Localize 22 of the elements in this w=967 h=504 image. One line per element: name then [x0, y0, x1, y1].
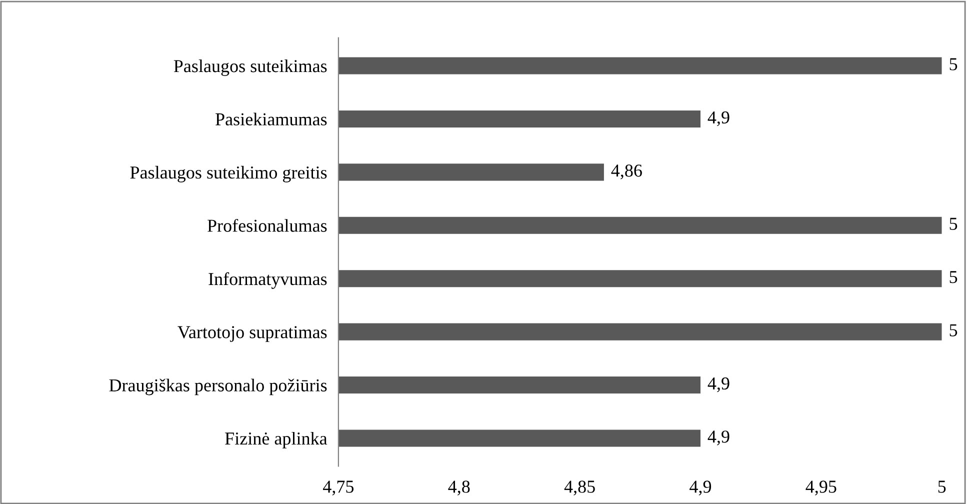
y-tick-label: Draugiškas personalo požiūris: [109, 378, 327, 396]
data-label: 5: [950, 218, 958, 230]
x-tick-label: 5: [938, 480, 946, 493]
y-tick-label: Paslaugos suteikimas: [174, 60, 327, 76]
y-tick-label: Profesionalumas: [208, 218, 327, 232]
data-label: 4,9: [708, 111, 730, 126]
x-tick-label: 4,95: [806, 480, 836, 496]
data-label: 4,9: [708, 377, 730, 392]
y-tick-label: Pasiekiamumas: [216, 112, 327, 126]
y-tick-label: Informatyvumas: [208, 272, 327, 289]
data-label: 5: [950, 271, 958, 284]
y-tick-label: Vartotojo supratimas: [178, 326, 327, 342]
data-label: 4,86: [611, 164, 642, 180]
x-tick-label: 4,8: [448, 480, 470, 496]
data-label: 5: [950, 58, 958, 70]
x-tick-label: 4,75: [323, 480, 354, 496]
y-tick-label: Paslaugos suteikimo greitis: [130, 166, 327, 182]
data-label: 5: [950, 324, 958, 336]
data-label: 4,9: [708, 430, 730, 446]
x-tick-label: 4,9: [690, 480, 712, 496]
y-tick-label: Fizinė aplinka: [225, 432, 328, 448]
x-tick-label: 4,85: [564, 480, 595, 496]
